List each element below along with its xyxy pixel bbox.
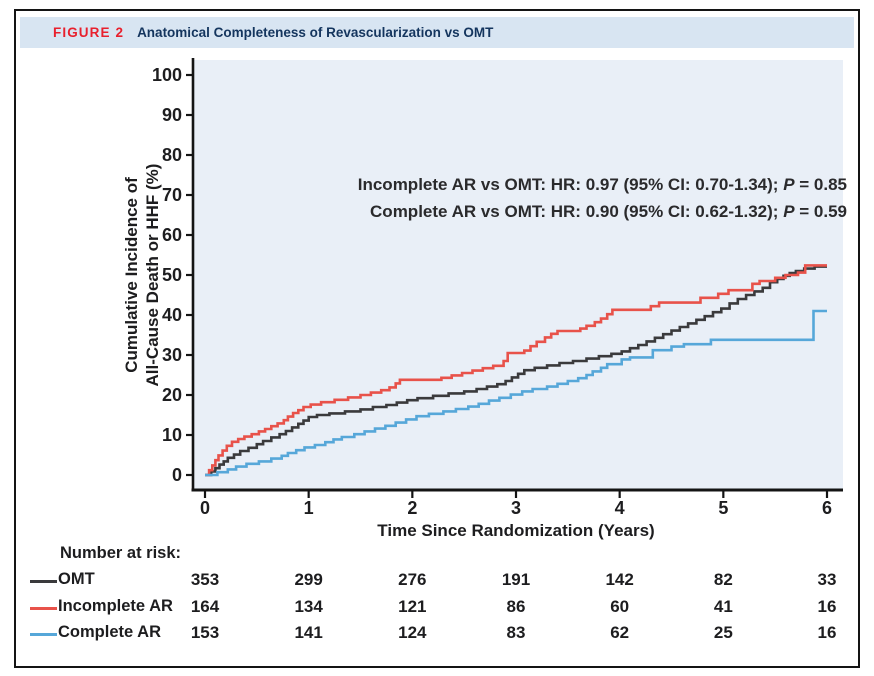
y-tick-label: 70 [161,185,182,205]
risk-count: 134 [294,597,323,616]
y-tick-label: 20 [161,385,182,405]
figure-title: Anatomical Completeness of Revasculariza… [137,25,494,40]
risk-count: 16 [817,597,837,616]
x-tick-label: 1 [303,498,314,518]
p-value-symbol: P [783,202,795,221]
risk-count: 83 [506,623,526,642]
risk-count: 25 [713,623,733,642]
risk-row-label: Incomplete AR [58,597,173,615]
y-tick-label: 30 [161,345,182,365]
risk-count: 141 [294,623,323,642]
risk-count: 142 [605,570,634,589]
hazard-ratio-annotation: Incomplete AR vs OMT: HR: 0.97 (95% CI: … [358,171,847,225]
risk-count: 299 [294,570,323,589]
risk-count: 191 [501,570,531,589]
risk-count: 82 [713,570,733,589]
y-tick-label: 0 [171,465,182,485]
risk-count: 164 [190,597,220,616]
y-tick-label: 60 [161,225,182,245]
x-tick-label: 5 [718,498,729,518]
y-tick-label: 90 [161,105,182,125]
x-tick-label: 6 [821,498,832,518]
annotation-line-incomplete: Incomplete AR vs OMT: HR: 0.97 (95% CI: … [357,175,847,194]
y-tick-label: 50 [161,265,182,285]
legend-line-swatch [30,580,57,583]
x-tick-label: 3 [510,498,521,518]
y-tick-label: 40 [161,305,182,325]
y-tick-label: 80 [161,145,182,165]
figure-number-label: FIGURE 2 [53,25,125,40]
x-axis-title: Time Since Randomization (Years) [377,521,655,540]
x-tick-label: 0 [199,498,210,518]
number-at-risk-title: Number at risk: [60,544,182,562]
y-tick-label: 100 [151,65,182,85]
risk-count: 16 [817,623,837,642]
y-tick-label: 10 [161,425,182,445]
annotation-line-complete: Complete AR vs OMT: HR: 0.90 (95% CI: 0.… [370,202,847,221]
legend-line-swatch [30,633,57,636]
risk-count: 60 [610,597,630,616]
risk-row-label: OMT [58,570,95,588]
risk-count: 276 [398,570,427,589]
x-tick-label: 2 [407,498,418,518]
risk-row-label: Complete AR [58,623,161,641]
x-tick-label: 4 [614,498,625,518]
risk-count: 33 [817,570,837,589]
legend-line-swatch [30,607,57,610]
risk-count: 86 [506,597,526,616]
risk-count: 121 [398,597,427,616]
risk-count: 41 [713,597,733,616]
figure-header: FIGURE 2 Anatomical Completeness of Reva… [20,17,854,48]
risk-count: 124 [398,623,427,642]
risk-count: 353 [190,570,220,589]
p-value-symbol: P [783,175,795,194]
risk-count: 62 [610,623,630,642]
risk-count: 153 [190,623,220,642]
